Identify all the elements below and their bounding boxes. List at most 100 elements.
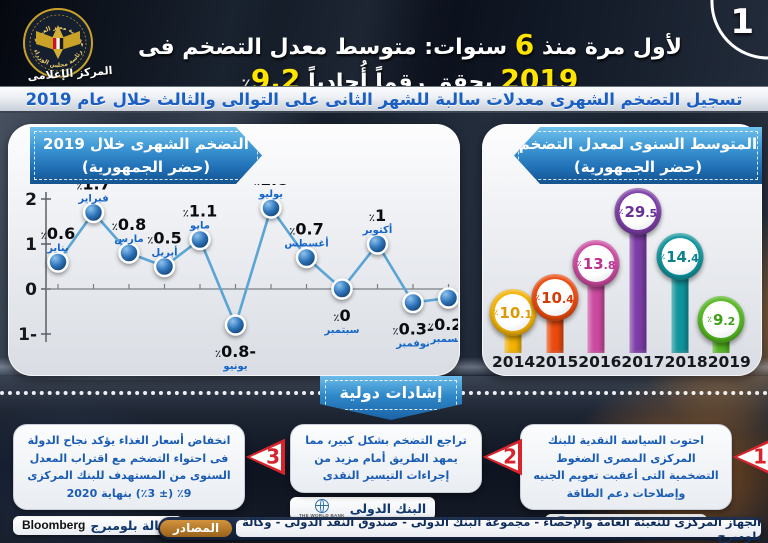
y-axis-tick-label: 0 <box>25 280 37 300</box>
source-pill-worldbank: THE WORLD BANK البنك الدولى <box>290 496 436 520</box>
point-value-label: ٪0.8- <box>215 342 256 361</box>
point-month-label: سبتمبر <box>323 325 359 336</box>
y-axis-tick-label: 2 <box>25 190 37 210</box>
testimonial-number: 1 <box>753 444 767 469</box>
point-value-label: ٪1 <box>369 206 386 225</box>
line-point-مارس <box>118 242 140 264</box>
bar-column-2014: ٪ 10.1 <box>489 124 537 353</box>
line-point-مايو <box>189 228 211 251</box>
testimonial-bubble: احتوت السياسة النقدية للبنك المركزى المص… <box>520 424 768 511</box>
source-name: وكالة بلومبرج <box>90 517 174 533</box>
bar-column-2018: ٪ 14.4 <box>656 124 704 353</box>
line-point-يوليو <box>260 197 282 219</box>
year-label: 2016 <box>578 353 622 371</box>
annual-chart-subtitle: (حضر الجمهورية) <box>573 158 703 177</box>
line-point-أكتوبر <box>366 233 389 255</box>
point-value-label: ٪1.8 <box>254 184 288 189</box>
year-label: 2017 <box>621 353 665 371</box>
banner-text: إشادات دولية <box>339 383 443 402</box>
monthly-chart-subtitle: (حضر الجمهورية) <box>81 158 211 177</box>
point-month-label: أغسطس <box>284 237 328 250</box>
point-value-label: ٪0.8 <box>112 215 146 234</box>
line-point-أغسطس <box>295 246 318 269</box>
testimonial-bloomberg: انخفاض أسعار الغذاء يؤكد نجاح الدولة فى … <box>13 424 285 535</box>
subtitle-bar: تسجيل التضخم الشهرى معدلات سالبة للشهر ا… <box>0 86 768 113</box>
bar-chart-year-labels: 2014 2015 2016 2017 2018 2019 <box>492 353 751 375</box>
bar-column-2019: ٪ 9.2 <box>697 124 745 353</box>
worldbank-logo-icon: THE WORLD BANK <box>299 498 345 518</box>
value-badge: ٪ 9.2 <box>697 296 745 343</box>
value-badge: ٪ 14.4 <box>656 233 704 280</box>
sources-text: الجهاز المركزى للتعبئة العامة والإحصاء -… <box>242 514 761 543</box>
point-value-label: ٪0.6 <box>41 224 75 243</box>
point-month-label: مارس <box>114 234 144 245</box>
line-point-فبراير <box>82 201 105 224</box>
value-badge: ٪ 10.4 <box>531 274 578 321</box>
point-month-label: يونيو <box>222 361 247 372</box>
value-badge: ٪ 10.1 <box>489 289 537 336</box>
source-pill-bloomberg: Bloomberg وكالة بلومبرج <box>13 515 183 535</box>
point-value-label: ٪0 <box>333 306 350 325</box>
testimonial-bubble: انخفاض أسعار الغذاء يؤكد نجاح الدولة فى … <box>13 424 285 511</box>
point-month-label: فبراير <box>77 194 108 205</box>
point-month-label: نوفمبر <box>395 339 430 350</box>
point-value-label: ٪1.1 <box>183 202 217 221</box>
annual-inflation-bar-chart: ٪ 10.1 ٪ 10.4 ٪ 13.8 ٪ 29.5 ٪ 14.4 ٪ 9.2 <box>489 124 745 353</box>
title-segment: 6 <box>514 28 535 61</box>
testimonial-number: 2 <box>503 444 517 469</box>
point-month-label: مايو <box>189 221 210 232</box>
point-month-label: يناير <box>46 243 69 254</box>
point-month-label: ديسمبر <box>429 334 458 345</box>
testimonial-worldbank: تراجع التضخم بشكل كبير، مما يمهد الطريق … <box>290 424 522 520</box>
line-point-نوفمبر <box>402 291 424 314</box>
annual-chart-title-ribbon: المتوسط السنوى لمعدل التضخم (حضر الجمهور… <box>514 127 762 184</box>
year-label: 2014 <box>492 353 536 371</box>
point-month-label: يوليو <box>258 189 283 200</box>
page-number: 1 <box>730 2 754 42</box>
line-point-سبتمبر <box>331 278 353 300</box>
title-segment: لأول مرة منذ <box>534 35 683 60</box>
y-axis-tick-label: 1- <box>18 325 37 345</box>
sources-footer: المصادر الجهاز المركزى للتعبئة العامة وا… <box>158 515 763 543</box>
title-segment: سنوات: متوسط معدل التضخم فى <box>137 35 515 60</box>
corner-arc <box>710 0 768 60</box>
testimonial-bubble: تراجع التضخم بشكل كبير، مما يمهد الطريق … <box>290 424 522 493</box>
bar-column-2017: ٪ 29.5 <box>614 124 662 353</box>
testimonial-number-badge: 1 <box>732 437 768 477</box>
value-badge: ٪ 29.5 <box>614 188 662 235</box>
point-value-label: ٪0.7 <box>289 220 323 239</box>
title-segment: ٪ <box>241 75 251 93</box>
sources-text-bar: الجهاز المركزى للتعبئة العامة والإحصاء -… <box>236 515 761 543</box>
point-value-label: ٪0.3- <box>392 320 433 339</box>
testimonial-number: 3 <box>266 444 280 469</box>
bar <box>671 257 689 353</box>
point-value-label: ٪0.5 <box>147 229 181 248</box>
point-value-label: ٪0.2- <box>428 315 458 334</box>
testimonial-text: تراجع التضخم بشكل كبير، مما يمهد الطريق … <box>305 434 467 483</box>
government-emblem-logo: جمهورية مصر العربية رئاسة مجلس الوزراء ا… <box>12 5 124 87</box>
annual-chart-title: المتوسط السنوى لمعدل التضخم <box>518 135 758 153</box>
bar <box>629 212 647 353</box>
eagle-icon <box>36 25 80 59</box>
worldbank-logo-caption: THE WORLD BANK <box>299 512 345 518</box>
testimonial-number-badge: 3 <box>245 437 285 477</box>
year-label: 2018 <box>664 353 708 371</box>
value-badge: ٪ 13.8 <box>572 240 620 287</box>
monthly-chart-title: التضخم الشهرى خلال 2019 <box>43 135 249 153</box>
line-point-يونيو <box>224 314 247 336</box>
annual-chart-panel: ٪ 10.1 ٪ 10.4 ٪ 13.8 ٪ 29.5 ٪ 14.4 ٪ 9.2 2014 2015 20… <box>482 124 762 376</box>
subtitle-text: تسجيل التضخم الشهرى معدلات سالبة للشهر ا… <box>25 89 743 109</box>
point-month-label: أبريل <box>151 246 177 259</box>
sources-label: المصادر <box>160 520 233 537</box>
bloomberg-logo: Bloomberg <box>22 518 86 533</box>
bar-column-2016: ٪ 13.8 <box>572 124 620 353</box>
point-month-label: أكتوبر <box>362 223 393 236</box>
point-value-label: ٪1.7 <box>76 184 110 194</box>
line-point-يناير <box>47 251 69 273</box>
line-point-ديسمبر <box>437 287 458 309</box>
y-axis-tick-label: 1 <box>25 235 37 255</box>
testimonial-text: احتوت السياسة النقدية للبنك المركزى المص… <box>533 434 719 500</box>
header-background <box>0 0 768 86</box>
